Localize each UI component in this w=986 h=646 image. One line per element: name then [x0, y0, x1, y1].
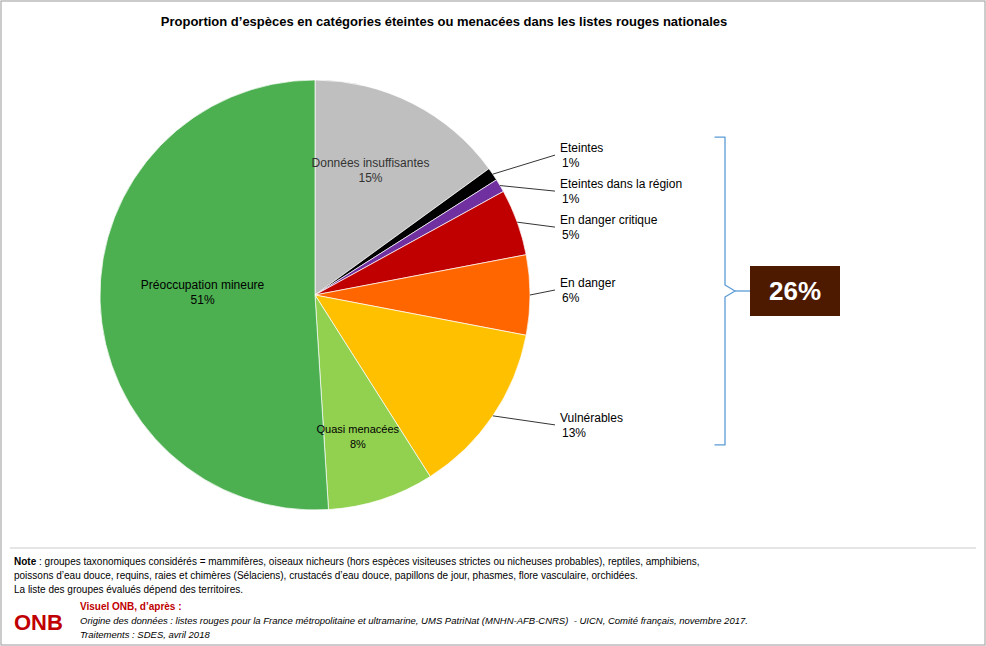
svg-text:Vulnérables: Vulnérables — [560, 411, 623, 425]
svg-text:Eteintes: Eteintes — [560, 141, 603, 155]
svg-text:8%: 8% — [350, 438, 366, 450]
svg-text:15%: 15% — [359, 171, 383, 185]
svg-text:Traitements : SDES, avril 2018: Traitements : SDES, avril 2018 — [80, 629, 210, 640]
svg-text:Eteintes dans la région: Eteintes dans la région — [560, 177, 682, 191]
svg-text:5%: 5% — [562, 228, 580, 242]
svg-text:poissons d’eau douce, requins,: poissons d’eau douce, requins, raies et … — [14, 570, 638, 581]
svg-text:Visuel ONB, d’après :: Visuel ONB, d’après : — [80, 601, 182, 612]
svg-text:ONB: ONB — [14, 610, 63, 635]
svg-text:Préoccupation mineure: Préoccupation mineure — [141, 278, 265, 292]
svg-text:1%: 1% — [562, 192, 580, 206]
svg-text:La liste des groupes évalués d: La liste des groupes évalués dépend des … — [14, 584, 243, 595]
svg-text:Origine des données : listes r: Origine des données : listes rouges pour… — [80, 615, 748, 626]
svg-text:Proportion d’espèces en catégo: Proportion d’espèces en catégories étein… — [161, 14, 727, 29]
svg-text:En danger: En danger — [560, 276, 615, 290]
svg-text:6%: 6% — [562, 291, 580, 305]
svg-text:En danger critique: En danger critique — [560, 213, 658, 227]
svg-text:26%: 26% — [769, 276, 821, 306]
svg-text:Données insuffisantes: Données insuffisantes — [312, 156, 430, 170]
svg-text:13%: 13% — [562, 426, 586, 440]
svg-text:1%: 1% — [562, 156, 580, 170]
svg-text:Quasi menacées: Quasi menacées — [317, 423, 400, 435]
svg-text:Note : groupes taxonomiques co: Note : groupes taxonomiques considérés =… — [14, 556, 700, 567]
svg-text:51%: 51% — [191, 293, 215, 307]
